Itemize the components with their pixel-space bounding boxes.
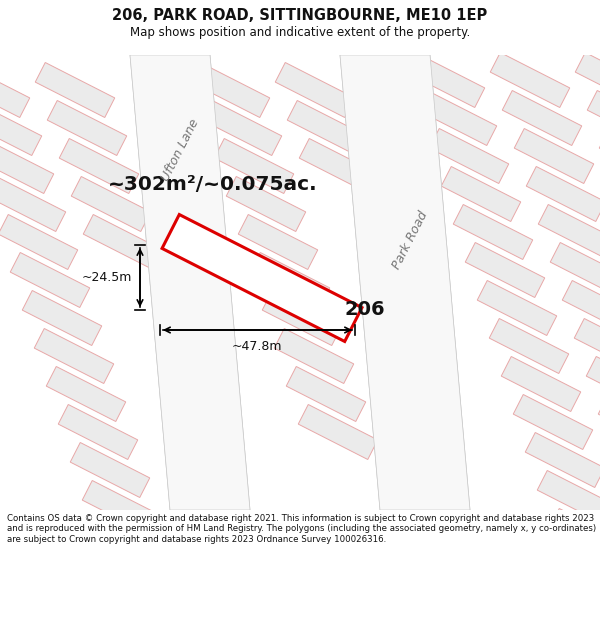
Polygon shape: [340, 55, 470, 510]
Polygon shape: [502, 91, 582, 146]
Polygon shape: [537, 471, 600, 526]
Polygon shape: [340, 55, 470, 510]
Text: ~302m²/~0.075ac.: ~302m²/~0.075ac.: [108, 176, 317, 194]
Polygon shape: [417, 91, 497, 146]
Polygon shape: [82, 481, 162, 536]
Polygon shape: [130, 55, 250, 510]
Polygon shape: [429, 129, 509, 184]
Polygon shape: [262, 291, 342, 346]
Polygon shape: [587, 91, 600, 146]
Text: ~24.5m: ~24.5m: [82, 271, 132, 284]
Polygon shape: [286, 366, 366, 421]
Polygon shape: [514, 129, 594, 184]
Polygon shape: [0, 101, 42, 156]
Polygon shape: [0, 62, 30, 118]
Polygon shape: [0, 139, 54, 194]
Polygon shape: [58, 404, 138, 459]
Polygon shape: [70, 442, 150, 498]
Polygon shape: [162, 214, 362, 341]
Polygon shape: [441, 166, 521, 221]
Polygon shape: [238, 214, 318, 269]
Polygon shape: [214, 139, 294, 194]
Text: 206: 206: [345, 300, 386, 319]
Polygon shape: [501, 356, 581, 411]
Polygon shape: [46, 366, 126, 421]
Polygon shape: [562, 281, 600, 336]
Polygon shape: [190, 62, 270, 118]
Polygon shape: [202, 101, 282, 156]
Polygon shape: [275, 62, 355, 118]
Polygon shape: [299, 139, 379, 194]
Polygon shape: [35, 62, 115, 118]
Polygon shape: [0, 176, 66, 231]
Polygon shape: [490, 52, 570, 107]
Polygon shape: [0, 214, 78, 269]
Polygon shape: [538, 204, 600, 259]
Polygon shape: [22, 291, 102, 346]
Polygon shape: [83, 214, 163, 269]
Polygon shape: [250, 253, 330, 308]
Polygon shape: [130, 55, 250, 510]
Polygon shape: [405, 52, 485, 107]
Polygon shape: [34, 329, 114, 384]
Polygon shape: [71, 176, 151, 231]
Polygon shape: [525, 432, 600, 488]
Polygon shape: [550, 242, 600, 298]
Polygon shape: [274, 329, 354, 384]
Polygon shape: [47, 101, 127, 156]
Polygon shape: [465, 242, 545, 298]
Polygon shape: [59, 139, 139, 194]
Polygon shape: [489, 319, 569, 374]
Text: Contains OS data © Crown copyright and database right 2021. This information is : Contains OS data © Crown copyright and d…: [7, 514, 596, 544]
Polygon shape: [10, 253, 90, 308]
Polygon shape: [513, 394, 593, 449]
Polygon shape: [298, 404, 378, 459]
Polygon shape: [549, 509, 600, 564]
Text: Map shows position and indicative extent of the property.: Map shows position and indicative extent…: [130, 26, 470, 39]
Polygon shape: [599, 129, 600, 184]
Polygon shape: [574, 319, 600, 374]
Polygon shape: [598, 394, 600, 449]
Polygon shape: [526, 166, 600, 221]
Polygon shape: [453, 204, 533, 259]
Text: 206, PARK ROAD, SITTINGBOURNE, ME10 1EP: 206, PARK ROAD, SITTINGBOURNE, ME10 1EP: [112, 8, 488, 23]
Polygon shape: [477, 281, 557, 336]
Text: Ufton Lane: Ufton Lane: [159, 117, 201, 183]
Polygon shape: [586, 356, 600, 411]
Text: ~47.8m: ~47.8m: [232, 340, 282, 353]
Text: Park Road: Park Road: [390, 209, 430, 271]
Polygon shape: [226, 176, 306, 231]
Polygon shape: [287, 101, 367, 156]
Polygon shape: [575, 52, 600, 107]
